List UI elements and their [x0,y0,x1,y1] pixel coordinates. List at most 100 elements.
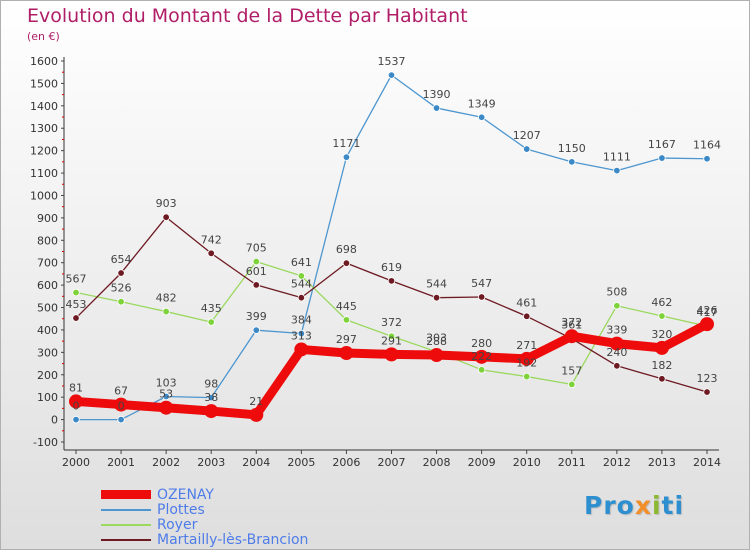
data-point [249,407,264,422]
y-tick-label: 200 [37,369,58,382]
x-tick-label: 2014 [693,456,721,469]
data-label: 53 [159,388,173,401]
data-label: 1111 [603,151,631,164]
y-tick-label: 1600 [30,55,58,68]
data-label: 103 [156,377,177,390]
data-point [654,340,669,355]
data-label: 654 [111,253,132,266]
data-label: 417 [697,306,718,319]
logo-part: Pro [584,491,635,520]
x-tick-label: 2004 [242,456,270,469]
data-label: 303 [426,332,447,345]
data-label: 705 [246,242,267,255]
data-label: 98 [204,378,218,391]
data-point [162,392,170,401]
data-label: 482 [156,292,177,305]
data-point [477,366,486,374]
y-tick-label: 900 [37,212,58,225]
logo-part: x [634,491,652,520]
x-tick-label: 2001 [107,456,135,469]
data-point [339,346,354,361]
data-point [613,302,621,310]
data-point [342,259,351,267]
data-point [342,153,351,161]
data-point [297,293,306,302]
data-label: 1390 [423,88,451,101]
data-label: 1167 [648,138,676,151]
data-point [252,326,260,334]
data-point [568,158,576,166]
data-point [477,293,486,301]
data-label: 461 [516,296,537,309]
data-label: 320 [651,328,672,341]
data-label: 547 [471,277,492,290]
data-label: 399 [246,310,267,323]
data-label: 38 [204,391,218,404]
series-line [75,216,708,393]
data-label: 453 [66,298,87,311]
data-label: 288 [426,335,447,348]
data-point [342,316,351,324]
data-label: 435 [201,302,222,315]
chart-title: Evolution du Montant de la Dette par Hab… [27,5,468,27]
data-point [519,351,534,366]
x-tick-label: 2010 [513,456,541,469]
data-label: 123 [697,372,718,385]
data-point [429,348,444,363]
data-point [564,329,579,344]
chart-subtitle: (en €) [27,30,60,43]
y-tick-label: 500 [37,302,58,315]
data-point [252,257,260,266]
data-label: 526 [111,282,132,295]
x-tick-label: 2009 [468,456,496,469]
data-label: 192 [516,357,537,370]
legend-item: Plottes [101,502,308,518]
data-point [613,362,621,370]
y-tick-label: -100 [33,436,58,449]
legend-item: Royer [101,516,308,533]
data-label: 426 [697,304,718,317]
x-tick-label: 2011 [558,456,586,469]
data-point [252,281,260,289]
legend-item: Martailly-lès-Brancion [101,532,308,548]
data-point [162,213,170,221]
data-label: 1349 [468,97,496,110]
legend-swatch [101,523,151,526]
data-label: 339 [606,324,627,337]
data-point [294,342,309,357]
legend-label: Royer [157,516,198,533]
x-tick-label: 2005 [287,456,315,469]
data-label: 1171 [332,137,360,150]
data-label: 462 [651,296,672,309]
data-label: 21 [249,395,263,408]
legend-swatch [101,508,151,511]
data-point [523,372,531,381]
data-point [568,380,576,389]
data-point [72,314,80,322]
data-label: 641 [291,256,312,269]
x-tick-label: 2006 [332,456,360,469]
data-label: 372 [381,316,402,329]
data-label: 1164 [693,139,721,152]
data-label: 372 [561,316,582,329]
data-label: 1150 [558,142,586,155]
data-label: 0 [73,400,80,413]
data-point [658,154,666,162]
data-point [117,269,125,277]
data-label: 742 [201,233,222,246]
y-tick-label: 400 [37,324,58,337]
data-label: 182 [651,359,672,372]
data-point [69,394,83,409]
x-tick-label: 2013 [648,456,676,469]
x-tick-label: 2007 [378,456,406,469]
y-tick-label: 100 [37,391,58,404]
logo-part: ti [661,491,685,520]
x-tick-label: 2003 [197,456,225,469]
data-label: 291 [381,334,402,347]
data-point [703,155,711,163]
data-label: 313 [291,329,312,342]
legend-label: OZENAY [157,486,214,503]
data-point [432,104,441,112]
data-point [523,145,531,153]
y-tick-label: 1100 [30,167,58,180]
